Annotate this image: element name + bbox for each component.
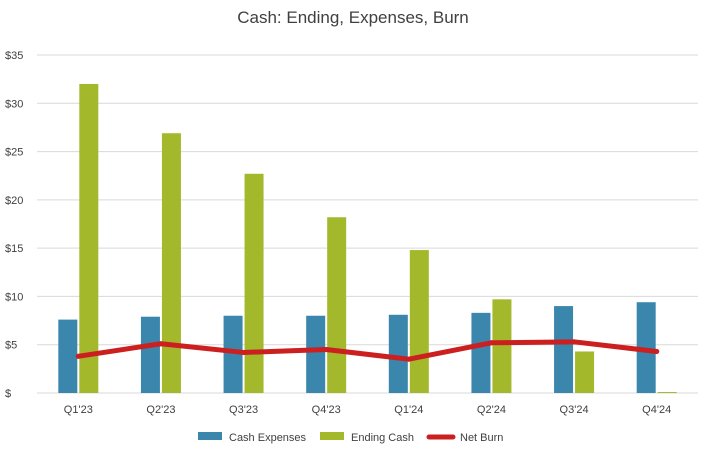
ending-cash-bar <box>409 250 429 393</box>
x-tick-label: Q3'24 <box>560 404 589 416</box>
cash-expenses-bar <box>223 315 243 393</box>
ending-cash-bar <box>492 299 512 393</box>
legend-swatch-ending-cash <box>320 432 344 440</box>
x-tick-label: Q1'24 <box>394 404 423 416</box>
net-burn-point <box>488 340 494 346</box>
y-tick-label: $20 <box>5 195 23 207</box>
net-burn-point <box>654 348 660 354</box>
net-burn-point <box>323 347 329 353</box>
cash-expenses-bar <box>388 314 408 393</box>
legend-label-net-burn: Net Burn <box>460 432 503 444</box>
ending-cash-bar <box>575 351 595 393</box>
legend-swatch-cash-expenses <box>198 432 222 440</box>
x-tick-label: Q2'24 <box>477 404 506 416</box>
net-burn-point <box>571 339 577 345</box>
ending-cash-bar <box>79 83 99 393</box>
y-tick-label: $25 <box>5 147 23 159</box>
net-burn-point <box>158 341 164 347</box>
y-tick-label: $35 <box>5 50 23 62</box>
ending-cash-bar <box>327 217 347 393</box>
x-axis-ticks: Q1'23 Q2'23 Q3'23 Q4'23 Q1'24 Q2'24 Q3'24 Q4'24 <box>64 404 671 416</box>
x-tick-label: Q3'23 <box>229 404 258 416</box>
y-tick-label: $15 <box>5 243 23 255</box>
ending-cash-bar <box>161 133 181 394</box>
legend-label-cash-expenses: Cash Expenses <box>229 432 307 444</box>
net-burn-line <box>75 339 660 362</box>
net-burn-line-group <box>75 339 660 362</box>
x-tick-label: Q1'23 <box>64 404 93 416</box>
y-tick-label: $30 <box>5 98 23 110</box>
x-tick-label: Q4'24 <box>642 404 671 416</box>
cash-expenses-bar <box>554 306 574 393</box>
cash-expenses-bar <box>140 316 160 393</box>
x-tick-label: Q4'23 <box>312 404 341 416</box>
net-burn-point <box>75 353 81 359</box>
y-axis-ticks: $ $5 $10 $15 $20 $25 $30 $35 <box>5 50 23 400</box>
y-tick-label: $5 <box>5 340 17 352</box>
x-tick-label: Q2'23 <box>146 404 175 416</box>
cash-expenses-bar <box>636 302 656 393</box>
chart-title: Cash: Ending, Expenses, Burn <box>237 8 469 27</box>
cash-expenses-bar <box>58 319 78 393</box>
legend: Cash Expenses Ending Cash Net Burn <box>198 432 503 444</box>
ending-cash-bar <box>244 173 264 393</box>
y-tick-label: $ <box>5 388 11 400</box>
cash-expenses-bar <box>306 315 326 393</box>
net-burn-point <box>241 349 247 355</box>
cash-expenses-bar <box>471 312 491 393</box>
y-tick-label: $10 <box>5 291 23 303</box>
ending-cash-bar <box>657 392 677 393</box>
legend-label-ending-cash: Ending Cash <box>351 432 414 444</box>
net-burn-point <box>406 356 412 362</box>
